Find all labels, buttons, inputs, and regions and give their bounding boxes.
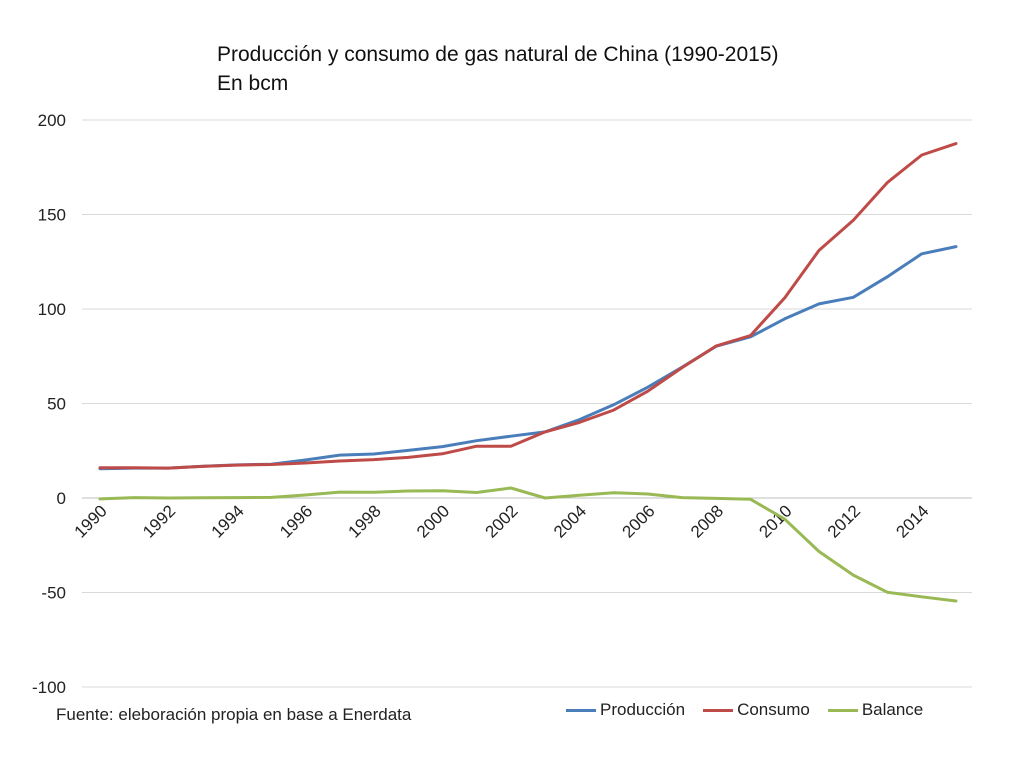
legend-label-consumo: Consumo [737, 700, 810, 719]
y-tick-label: 150 [38, 206, 66, 225]
legend-label-balance: Balance [861, 700, 924, 719]
chart-title: Producción y consumo de gas natural de C… [217, 40, 779, 98]
x-tick-label: 1998 [345, 501, 385, 541]
legend-swatch-produccion [566, 708, 596, 712]
chart-subtitle: En bcm [217, 72, 289, 95]
y-tick-label: 50 [47, 395, 66, 414]
x-tick-label: 2004 [550, 501, 590, 541]
chart-title-line: Producción y consumo de gas natural de C… [217, 43, 779, 66]
x-tick-label: 2010 [755, 501, 795, 541]
series-line-produccion [98, 245, 958, 471]
x-tick-label: 2014 [892, 501, 932, 541]
y-tick-label: 200 [38, 111, 66, 130]
y-tick-label: -100 [32, 678, 66, 697]
legend-item-produccion: Producción [566, 700, 685, 720]
legend-swatch-balance [827, 708, 858, 712]
x-tick-label: 2012 [824, 501, 864, 541]
source-note: Fuente: eleboración propia en base a Ene… [56, 705, 412, 724]
x-tick-label: 1994 [208, 501, 248, 541]
x-tick-label: 2006 [618, 501, 658, 541]
x-tick-label: 2002 [482, 501, 522, 541]
x-tick-label: 2008 [687, 501, 727, 541]
legend-swatch-consumo [703, 708, 734, 712]
x-tick-label: 1992 [139, 501, 179, 541]
x-tick-label: 2000 [413, 501, 453, 541]
legend: Producción Consumo Balance [566, 700, 923, 720]
y-tick-label: 0 [57, 489, 66, 508]
y-tick-label: 100 [38, 300, 66, 319]
x-tick-label: 1990 [71, 501, 111, 541]
series-line-balance [98, 486, 958, 603]
x-tick-label: 1996 [276, 501, 316, 541]
legend-item-consumo: Consumo [703, 700, 810, 720]
legend-label-produccion: Producción [600, 700, 686, 719]
legend-item-balance: Balance [827, 700, 924, 720]
series-line-consumo [98, 142, 958, 470]
y-tick-label: -50 [41, 584, 66, 603]
